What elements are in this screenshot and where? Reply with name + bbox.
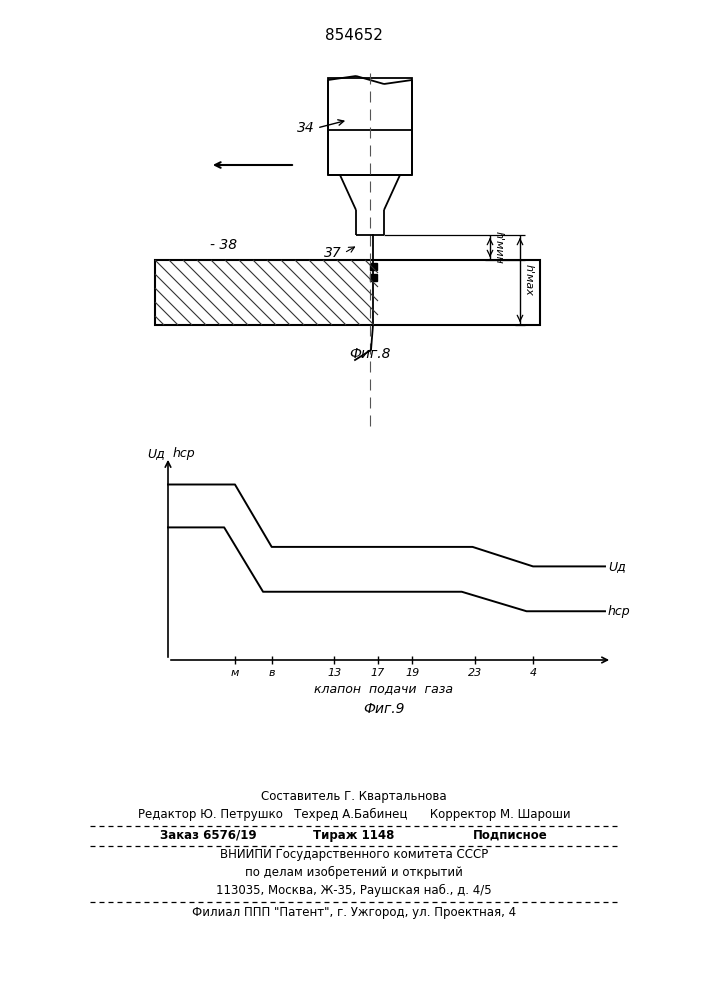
Text: по делам изобретений и открытий: по делам изобретений и открытий — [245, 866, 463, 879]
Bar — [370, 263, 377, 270]
Text: Заказ 6576/19: Заказ 6576/19 — [160, 829, 257, 842]
Text: Редактор Ю. Петрушко   Техред А.Бабинец      Корректор М. Шароши: Редактор Ю. Петрушко Техред А.Бабинец Ко… — [138, 808, 571, 821]
Text: м: м — [230, 668, 239, 678]
Text: 17: 17 — [370, 668, 385, 678]
Text: 13: 13 — [327, 668, 341, 678]
Text: Uд: Uд — [608, 560, 626, 573]
Text: 4: 4 — [530, 668, 537, 678]
Text: hср: hср — [608, 605, 631, 618]
Bar — [155, 260, 540, 325]
Text: h'мин: h'мин — [494, 231, 504, 264]
Bar — [155, 260, 540, 325]
Text: h'мах: h'мах — [524, 264, 534, 296]
Text: клапон  подачи  газа: клапон подачи газа — [315, 682, 453, 695]
Text: 113035, Москва, Ж-35, Раушская наб., д. 4/5: 113035, Москва, Ж-35, Раушская наб., д. … — [216, 884, 492, 897]
Text: - 38: - 38 — [210, 238, 237, 252]
Text: 37: 37 — [325, 246, 342, 260]
Text: Подписное: Подписное — [473, 829, 548, 842]
Text: ВНИИПИ Государственного комитета СССР: ВНИИПИ Государственного комитета СССР — [220, 848, 488, 861]
Text: Фиг.8: Фиг.8 — [349, 347, 391, 361]
Text: hср: hср — [173, 447, 196, 460]
Text: 19: 19 — [405, 668, 419, 678]
Text: 23: 23 — [467, 668, 482, 678]
Text: 34: 34 — [297, 121, 315, 135]
Text: Uд: Uд — [147, 447, 165, 460]
Text: 854652: 854652 — [325, 28, 383, 43]
Text: Тираж 1148: Тираж 1148 — [313, 829, 395, 842]
Text: Филиал ППП "Патент", г. Ужгород, ул. Проектная, 4: Филиал ППП "Патент", г. Ужгород, ул. Про… — [192, 906, 516, 919]
Bar — [370, 274, 377, 281]
Bar — [328, 78, 412, 175]
Text: в: в — [269, 668, 275, 678]
Text: Фиг.9: Фиг.9 — [363, 702, 404, 716]
Text: Составитель Г. Квартальнова: Составитель Г. Квартальнова — [261, 790, 447, 803]
